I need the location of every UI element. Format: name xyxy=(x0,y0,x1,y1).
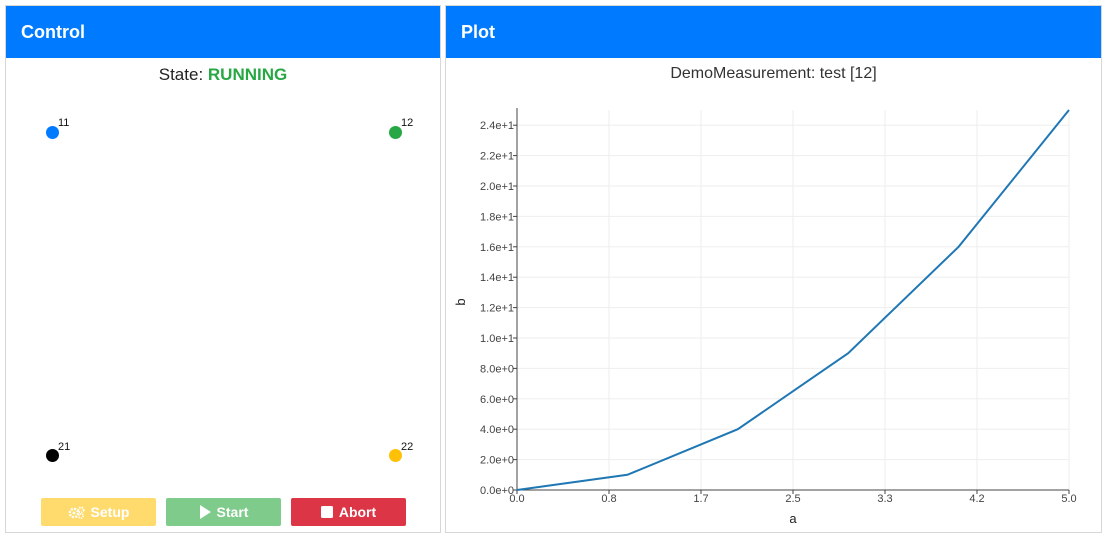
x-tick-label: 3.3 xyxy=(877,493,892,505)
state-label: State: xyxy=(158,65,204,84)
start-button-label: Start xyxy=(216,504,249,520)
marker-12-label: 12 xyxy=(401,117,414,129)
y-tick-label: 0.0e+0 xyxy=(480,485,514,497)
x-tick-label: 2.5 xyxy=(785,493,800,505)
state-line: State: RUNNING xyxy=(6,65,440,85)
control-panel-title: Control xyxy=(6,6,440,58)
y-axis-label: b xyxy=(453,298,468,305)
abort-button-label: Abort xyxy=(338,504,377,520)
state-value: RUNNING xyxy=(207,65,288,84)
grid xyxy=(516,110,1070,491)
marker-21-dot[interactable] xyxy=(46,449,59,462)
y-tick-label: 1.8e+1 xyxy=(480,211,514,223)
y-tick-label: 1.4e+1 xyxy=(480,272,514,284)
setup-button[interactable]: Setup xyxy=(41,498,156,526)
plot-panel: Plot DemoMeasurement: test [12] 0.0e+0 2.… xyxy=(445,5,1102,533)
control-panel: Control State: RUNNING 11 12 21 22 Setup… xyxy=(5,5,441,533)
y-tick-label: 6.0e+0 xyxy=(480,394,514,406)
marker-22-label: 22 xyxy=(401,441,414,453)
x-tick-label: 1.7 xyxy=(693,493,708,505)
gears-icon xyxy=(68,506,85,519)
x-tick-label: 0.0 xyxy=(509,493,524,505)
series-line[interactable] xyxy=(516,109,1070,491)
marker-21-label: 21 xyxy=(58,441,71,453)
y-tick-label: 2.2e+1 xyxy=(480,151,514,163)
play-icon xyxy=(199,505,211,519)
plot-panel-title: Plot xyxy=(446,6,1101,58)
marker-12-dot[interactable] xyxy=(389,126,402,139)
setup-button-label: Setup xyxy=(90,504,130,520)
y-tick-label: 2.0e+1 xyxy=(480,181,514,193)
axes: 0.0e+0 2.0e+0 4.0e+0 6.0e+0 8.0e+0 1.0e+1 1.2e… xyxy=(480,108,1077,505)
start-button[interactable]: Start xyxy=(166,498,281,526)
y-tick-label: 2.0e+0 xyxy=(480,455,514,467)
chart-title: DemoMeasurement: test [12] xyxy=(670,65,877,82)
x-tick-label: 5.0 xyxy=(1061,493,1076,505)
abort-button[interactable]: Abort xyxy=(291,498,406,526)
line-chart[interactable]: 0.0e+0 2.0e+0 4.0e+0 6.0e+0 8.0e+0 1.0e+1 1.2e… xyxy=(446,66,1101,532)
y-tick-label: 2.4e+1 xyxy=(480,120,514,132)
stop-icon xyxy=(320,506,333,518)
y-tick-label: 4.0e+0 xyxy=(480,424,514,436)
x-tick-label: 4.2 xyxy=(969,493,984,505)
series-layer xyxy=(516,109,1070,491)
y-tick-label: 1.6e+1 xyxy=(480,242,514,254)
y-tick-label: 1.0e+1 xyxy=(480,333,514,345)
x-tick-label: 0.8 xyxy=(601,493,616,505)
x-axis-label: a xyxy=(789,511,797,526)
marker-11-dot[interactable] xyxy=(46,126,59,139)
y-tick-label: 1.2e+1 xyxy=(480,303,514,315)
marker-11-label: 11 xyxy=(58,117,70,129)
marker-22-dot[interactable] xyxy=(389,449,402,462)
y-tick-label: 8.0e+0 xyxy=(480,363,514,375)
